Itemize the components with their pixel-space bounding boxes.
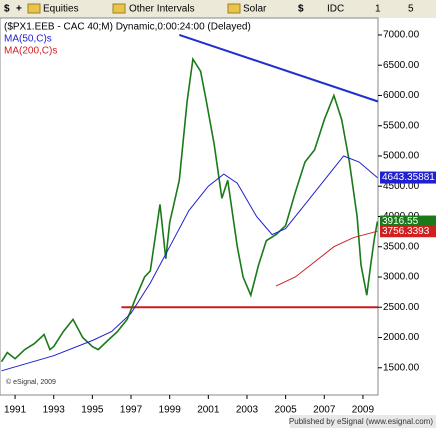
footer-bg	[290, 415, 436, 428]
y-tick-label: 6500.00	[383, 60, 420, 71]
plus-icon[interactable]: +	[16, 4, 22, 15]
last-value-label: 3916.55	[382, 216, 419, 227]
toolbar-item[interactable]: Other Intervals	[129, 4, 195, 15]
dollar-icon[interactable]: $	[298, 4, 304, 15]
y-tick-label: 5500.00	[383, 120, 420, 131]
x-tick-label: 2003	[236, 405, 259, 416]
copyright: © eSignal, 2009	[6, 378, 56, 386]
y-tick-label: 2000.00	[383, 332, 420, 343]
y-tick-label: 5000.00	[383, 151, 420, 162]
x-tick-label: 2001	[197, 405, 220, 416]
chart-title: ($PX1.EEB - CAC 40;M) Dynamic,0:00:24:00…	[4, 22, 251, 33]
toolbar-item[interactable]: Solar	[243, 4, 267, 15]
toolbar-item[interactable]: Equities	[43, 4, 79, 15]
folder-icon[interactable]	[227, 3, 241, 14]
series-line	[275, 230, 378, 287]
y-tick-label: 3000.00	[383, 272, 420, 283]
x-tick-label: 2009	[352, 405, 375, 416]
y-tick-label: 6000.00	[383, 90, 420, 101]
plot-area	[0, 17, 379, 396]
x-tick-label: 2005	[275, 405, 298, 416]
folder-icon[interactable]	[112, 3, 126, 14]
y-tick-label: 3500.00	[383, 241, 420, 252]
y-tick-label: 1500.00	[383, 362, 420, 373]
toolbar-item[interactable]: 1	[375, 4, 381, 15]
legend-entry: MA(50,C)s	[4, 34, 52, 45]
last-value-box	[380, 215, 436, 228]
x-tick-label: 2007	[313, 405, 336, 416]
dollar-icon[interactable]: $	[4, 4, 10, 15]
y-tick-label: 4500.00	[383, 181, 420, 192]
x-tick-label: 1991	[4, 405, 27, 416]
x-tick-label: 1997	[120, 405, 143, 416]
footer: Published by eSignal (www.esignal.com)	[289, 417, 433, 426]
last-value-box	[380, 225, 436, 238]
last-value-label: 4643.35881	[382, 172, 435, 183]
toolbar-item[interactable]: IDC	[327, 4, 344, 15]
folder-icon[interactable]	[27, 3, 41, 14]
toolbar: $ + Equities Other Intervals Solar $ IDC…	[0, 0, 436, 18]
series-line	[0, 56, 379, 363]
last-value-label: 3756.3393	[382, 226, 430, 237]
trend-line	[178, 33, 379, 103]
x-tick-label: 1995	[81, 405, 104, 416]
toolbar-item[interactable]: 5	[408, 4, 414, 15]
toolbar-bg	[0, 0, 436, 18]
y-tick-label: 2500.00	[383, 302, 420, 313]
x-tick-label: 1993	[43, 405, 66, 416]
last-value-box	[380, 171, 436, 184]
legend-entry: MA(200,C)s	[4, 46, 57, 57]
series-line	[1, 155, 378, 372]
y-tick-label: 7000.00	[383, 30, 420, 41]
x-tick-label: 1999	[159, 405, 182, 416]
